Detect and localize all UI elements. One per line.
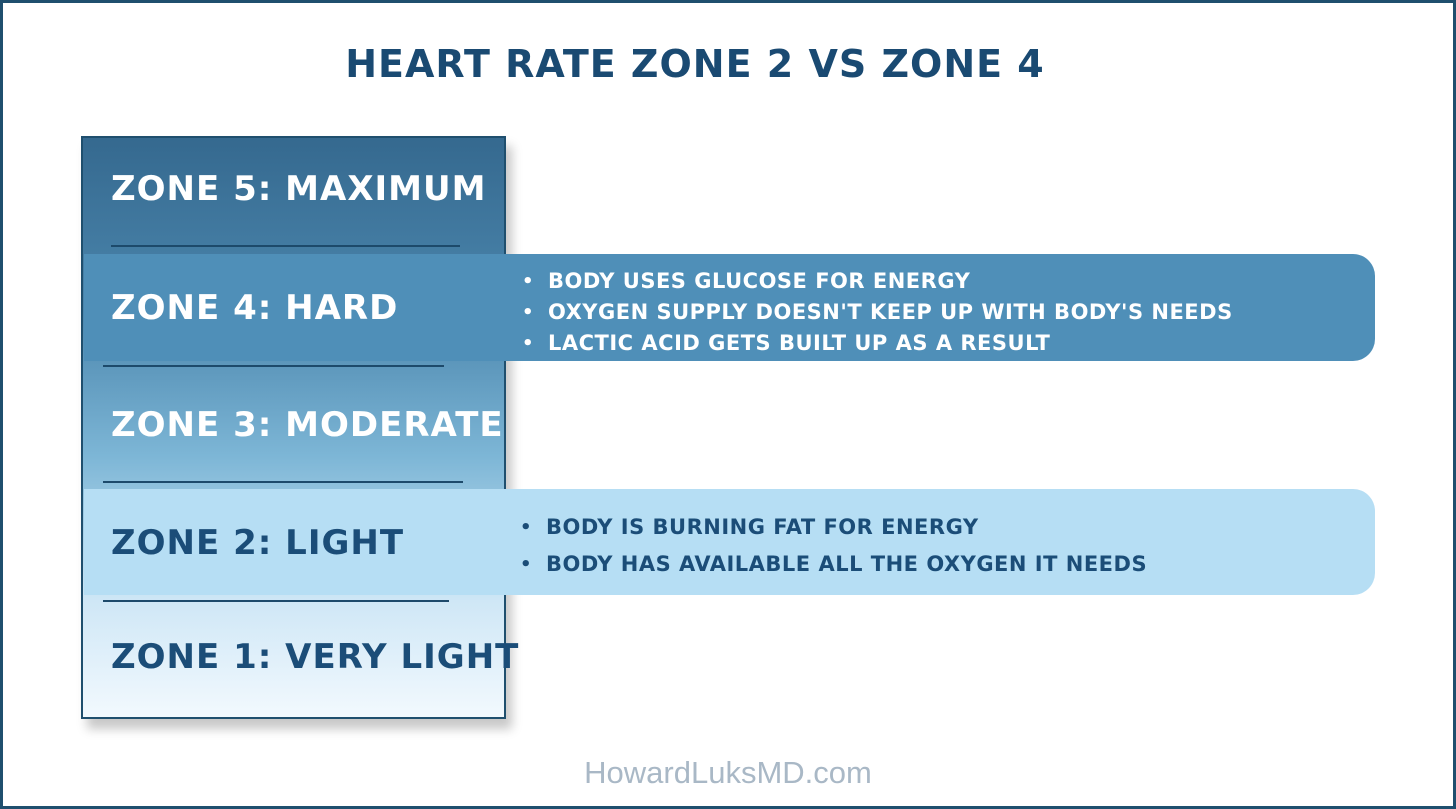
zone-4-bullet: OXYGEN SUPPLY DOESN'T KEEP UP WITH BODY'…: [522, 297, 1233, 328]
zone-2-band: ZONE 2: LIGHT BODY IS BURNING FAT FOR EN…: [84, 489, 1375, 595]
zone-3-label: ZONE 3: MODERATE: [111, 405, 504, 445]
zone-stack: ZONE 5: MAXIMUM ZONE 3: MODERATE ZONE 1:…: [81, 136, 518, 719]
zone-divider-3-2: [103, 481, 463, 483]
zone-4-bullet-list: BODY USES GLUCOSE FOR ENERGY OXYGEN SUPP…: [522, 266, 1233, 359]
zone-2-bullet: BODY HAS AVAILABLE ALL THE OXYGEN IT NEE…: [520, 546, 1147, 583]
page-title: HEART RATE ZONE 2 VS ZONE 4: [345, 42, 1045, 86]
watermark: HowardLuksMD.com: [584, 755, 872, 790]
zone-5-label: ZONE 5: MAXIMUM: [111, 169, 487, 209]
zone-2-label: ZONE 2: LIGHT: [111, 523, 405, 563]
zone-2-bullet-list: BODY IS BURNING FAT FOR ENERGY BODY HAS …: [520, 509, 1147, 583]
zone-1-label: ZONE 1: VERY LIGHT: [111, 637, 520, 677]
zone-divider-5-4: [111, 245, 460, 247]
zone-4-band: ZONE 4: HARD BODY USES GLUCOSE FOR ENERG…: [84, 254, 1375, 361]
zone-2-bullet: BODY IS BURNING FAT FOR ENERGY: [520, 509, 1147, 546]
zone-4-bullet: BODY USES GLUCOSE FOR ENERGY: [522, 266, 1233, 297]
zone-divider-2-1: [103, 600, 449, 602]
zone-4-bullet: LACTIC ACID GETS BUILT UP AS A RESULT: [522, 328, 1233, 359]
zone-4-label: ZONE 4: HARD: [111, 288, 399, 328]
zone-divider-4-3: [103, 365, 444, 367]
